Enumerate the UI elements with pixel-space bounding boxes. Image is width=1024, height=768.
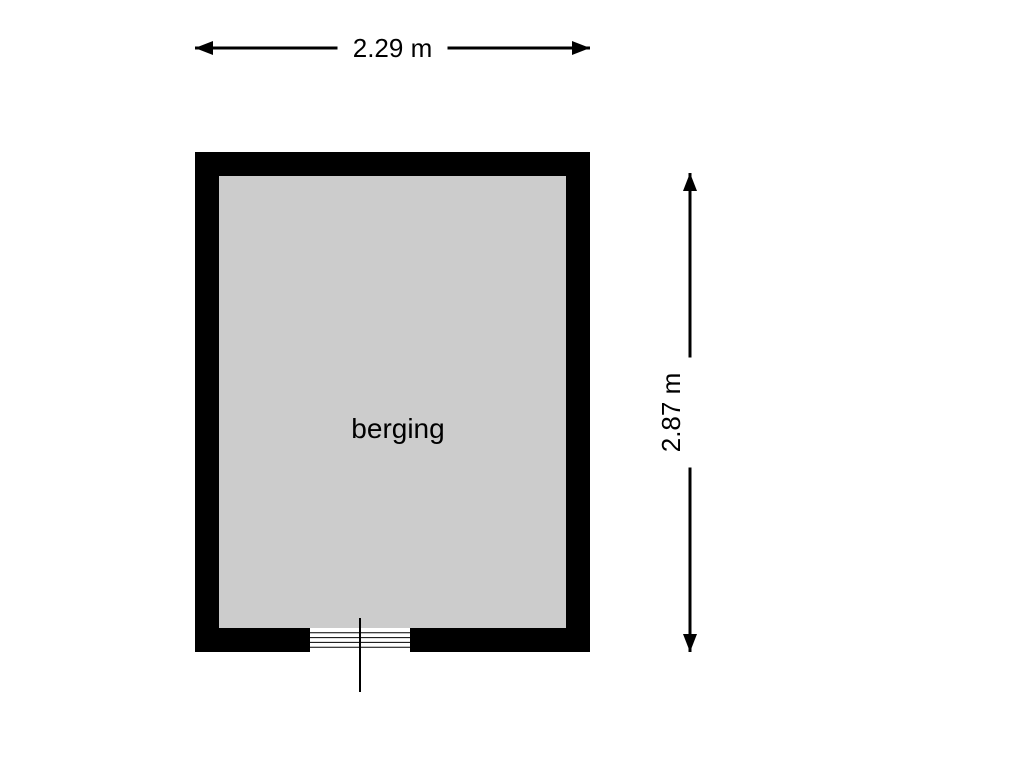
- dimension-height-label: 2.87 m: [656, 373, 686, 453]
- dimension-width-label: 2.29 m: [353, 33, 433, 63]
- room-label: berging: [351, 413, 444, 444]
- room-floor: [219, 176, 566, 628]
